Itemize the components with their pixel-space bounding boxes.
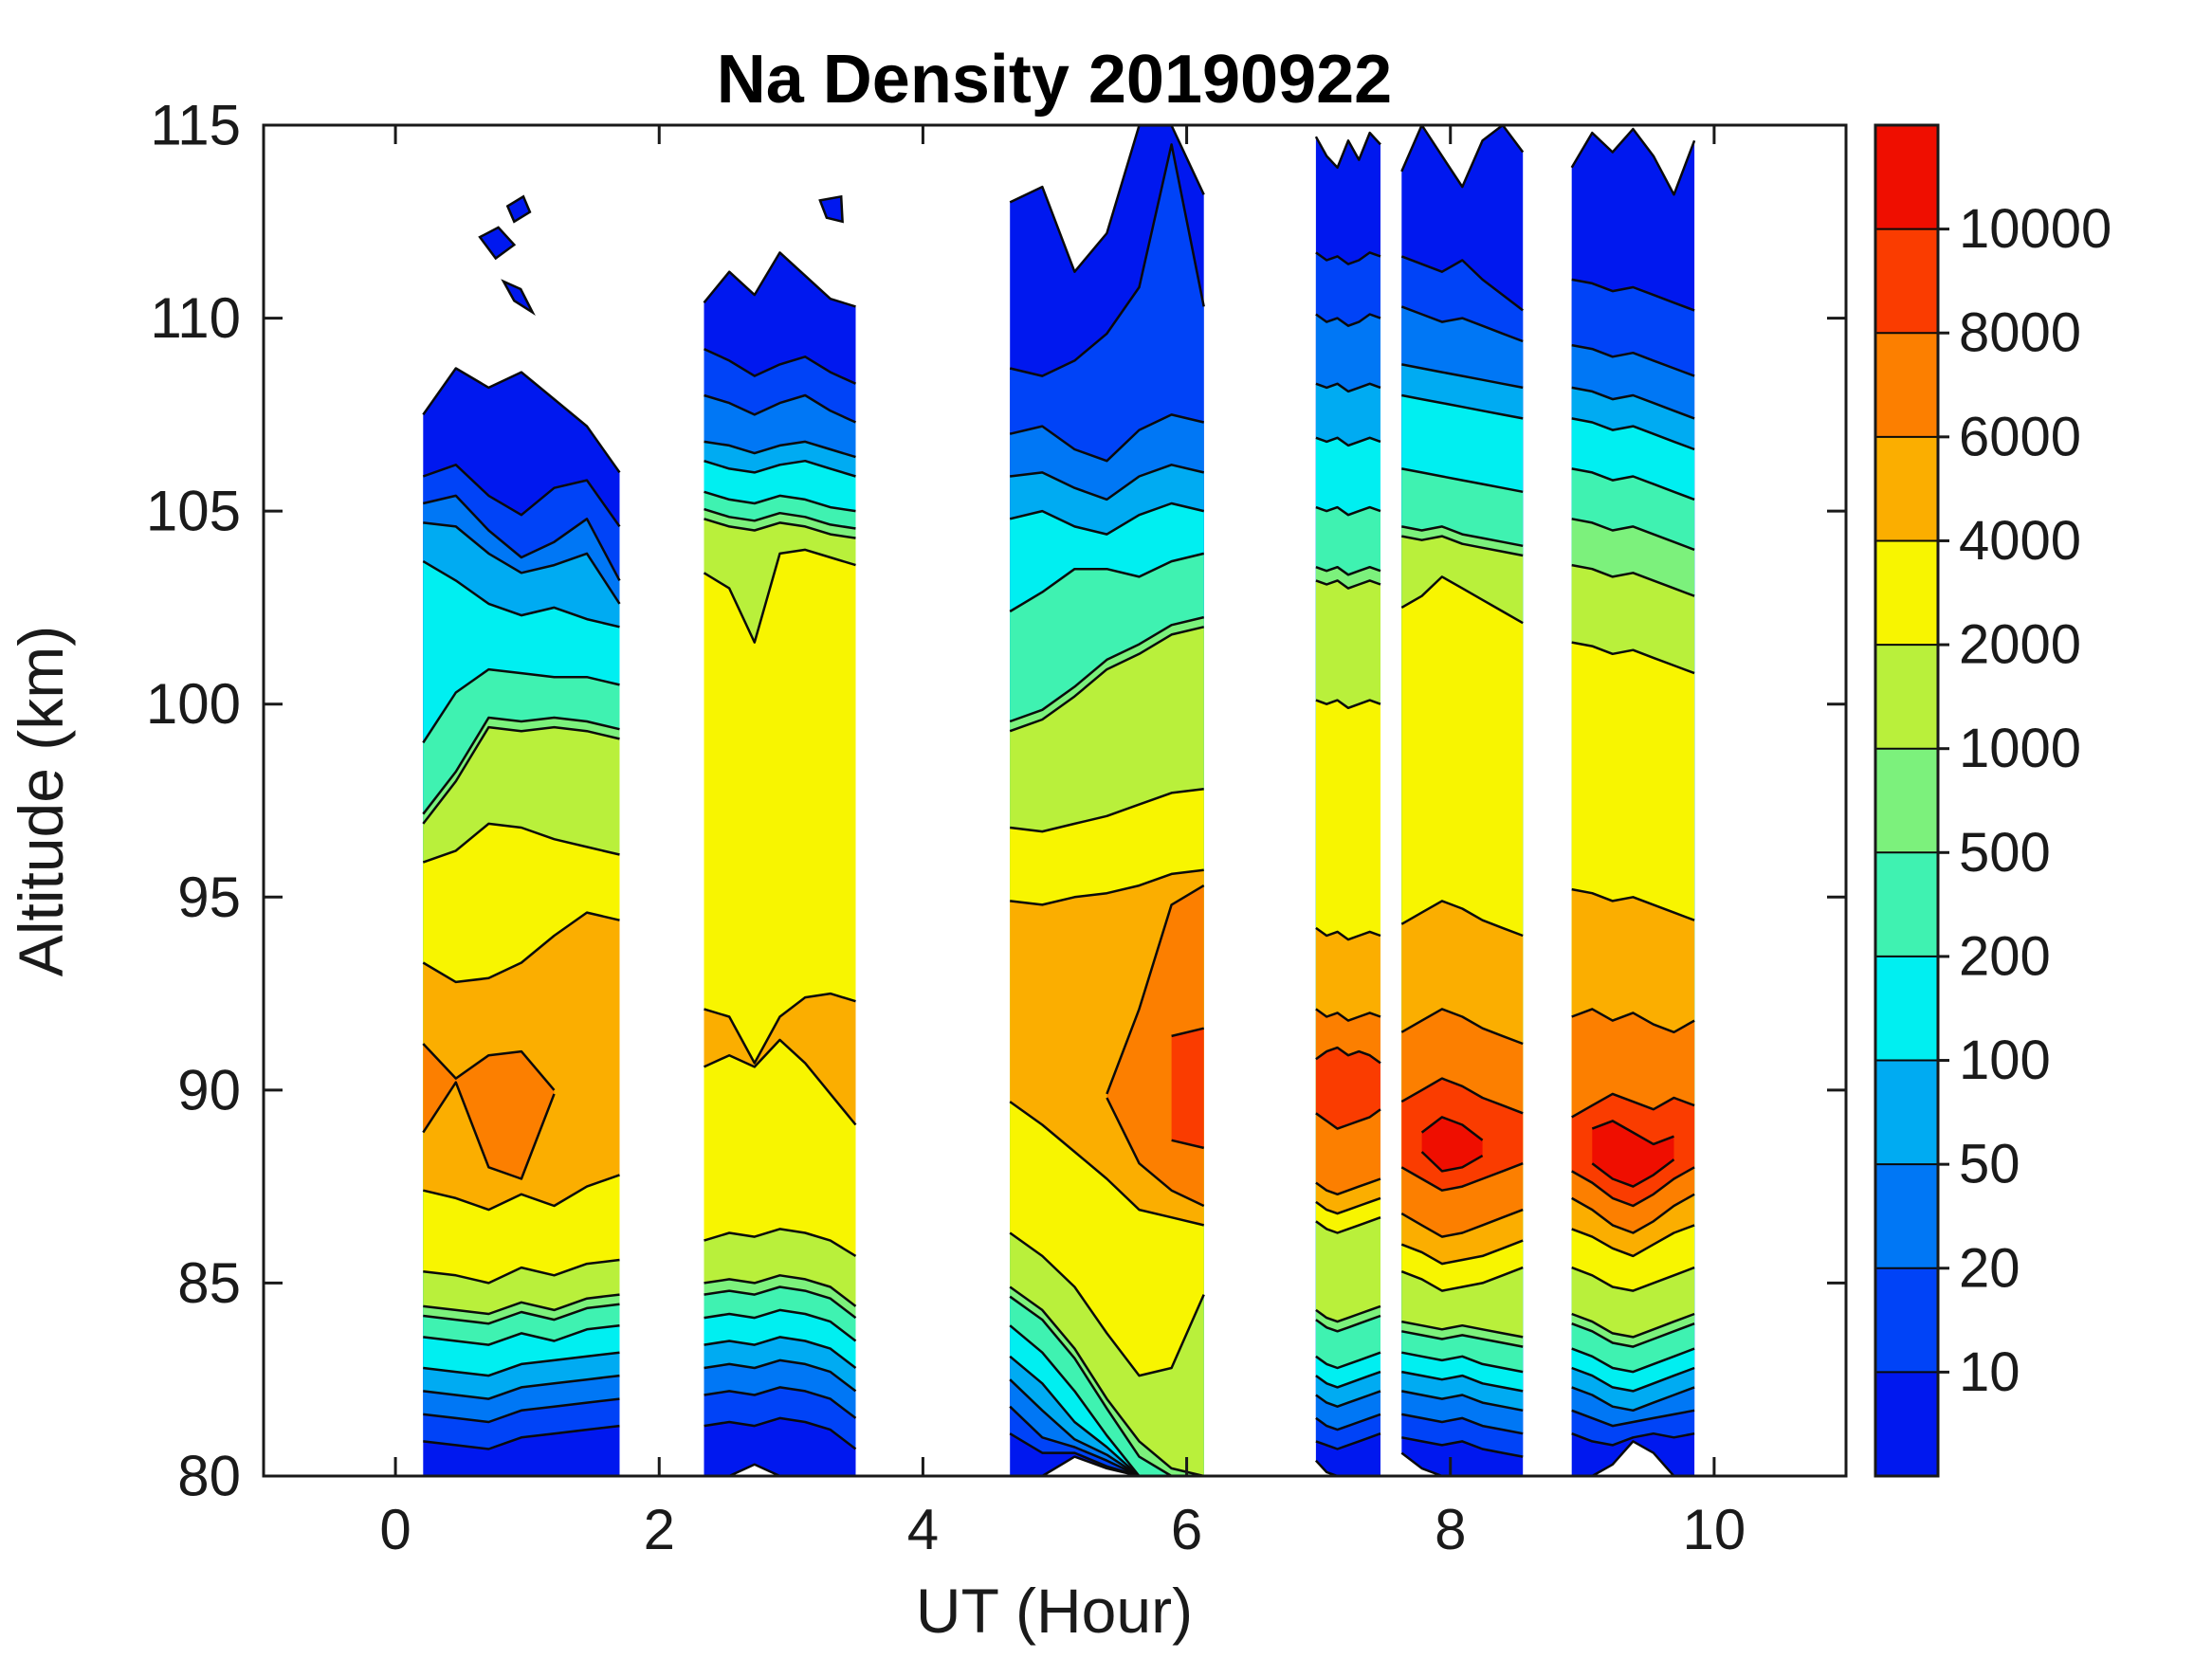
svg-text:200: 200	[1959, 925, 2051, 987]
chart-title: Na Density 20190922	[717, 42, 1392, 118]
svg-text:10: 10	[1959, 1341, 2020, 1403]
y-axis-label: Altitude (km)	[6, 626, 76, 976]
svg-text:100: 100	[1959, 1030, 2051, 1091]
svg-text:20: 20	[1959, 1237, 2020, 1299]
svg-text:105: 105	[146, 480, 241, 543]
svg-text:90: 90	[177, 1058, 241, 1121]
svg-text:100: 100	[146, 672, 241, 736]
svg-text:4000: 4000	[1959, 510, 2081, 572]
svg-text:85: 85	[177, 1251, 241, 1315]
axes-layer: 0 2 4 6 8 10 80 85 90 95 100 105 110 115	[146, 94, 1848, 1561]
svg-text:95: 95	[177, 866, 241, 929]
svg-text:10000: 10000	[1959, 198, 2111, 260]
svg-text:8000: 8000	[1959, 302, 2081, 364]
svg-text:1000: 1000	[1959, 718, 2081, 779]
svg-text:110: 110	[150, 286, 241, 350]
svg-text:2: 2	[644, 1498, 675, 1561]
svg-text:50: 50	[1959, 1134, 2020, 1195]
svg-text:6000: 6000	[1959, 406, 2081, 467]
svg-text:115: 115	[150, 94, 241, 157]
svg-text:4: 4	[907, 1498, 939, 1561]
svg-text:6: 6	[1171, 1498, 1202, 1561]
svg-text:10: 10	[1683, 1498, 1746, 1561]
svg-text:500: 500	[1959, 822, 2051, 884]
x-axis-label: UT (Hour)	[916, 1576, 1193, 1646]
svg-text:8: 8	[1435, 1498, 1466, 1561]
svg-text:2000: 2000	[1959, 614, 2081, 676]
svg-text:0: 0	[379, 1498, 411, 1561]
colorbar: 10 20 50 100 200 500 1000 2000 4000 6000 8000 10000	[1874, 123, 2111, 1478]
contour-layer	[422, 123, 1696, 1478]
svg-text:80: 80	[177, 1445, 241, 1508]
